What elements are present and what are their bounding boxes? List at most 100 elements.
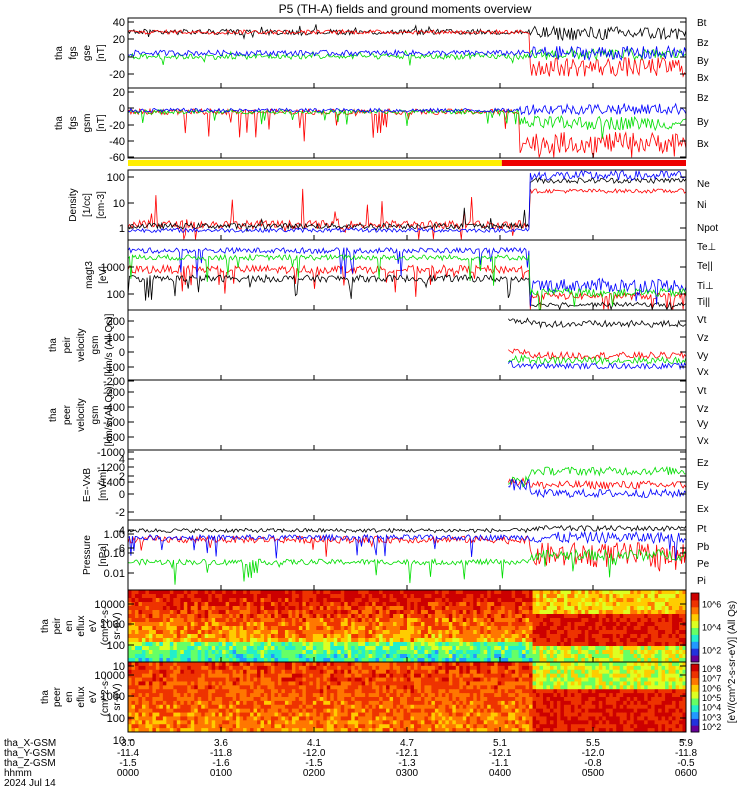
- heatmap-cell: [361, 626, 366, 631]
- heatmap-cell: [340, 646, 345, 651]
- heatmap-cell: [128, 716, 132, 721]
- heatmap-cell: [609, 618, 614, 623]
- heatmap-cell: [438, 590, 443, 595]
- heatmap-cell: [459, 724, 464, 729]
- heatmap-cell: [264, 665, 268, 671]
- heatmap-cell: [180, 693, 185, 698]
- heatmap-cell: [128, 598, 132, 603]
- heatmap-cell: [595, 626, 600, 631]
- heatmap-cell: [469, 677, 474, 682]
- heatmap-cell: [323, 626, 328, 631]
- heatmap-cell: [400, 606, 404, 611]
- heatmap-cell: [462, 716, 467, 721]
- heatmap-cell: [288, 650, 293, 655]
- heatmap-cell: [532, 622, 537, 627]
- heatmap-cell: [264, 700, 268, 706]
- heatmap-cell: [424, 622, 429, 627]
- heatmap-cell: [403, 689, 408, 694]
- heatmap-cell: [508, 724, 513, 729]
- heatmap-cell: [316, 685, 321, 690]
- heatmap-cell: [609, 606, 614, 611]
- heatmap-cell: [211, 700, 216, 706]
- heatmap-cell: [598, 642, 603, 647]
- heatmap-cell: [194, 708, 199, 713]
- heatmap-cell: [312, 685, 317, 690]
- heatmap-cell: [323, 634, 328, 639]
- heatmap-cell: [253, 724, 258, 729]
- heatmap-cell: [305, 650, 310, 655]
- heatmap-cell: [368, 716, 373, 721]
- heatmap-cell: [208, 712, 213, 717]
- heatmap-cell: [246, 685, 251, 690]
- heatmap-cell: [148, 685, 153, 690]
- heatmap-cell: [543, 598, 547, 603]
- heatmap-cell: [494, 693, 499, 698]
- heatmap-cell: [543, 654, 547, 659]
- heatmap-cell: [459, 614, 464, 619]
- heatmap-cell: [605, 610, 610, 615]
- heatmap-cell: [637, 598, 642, 603]
- heatmap-cell: [476, 618, 481, 623]
- heatmap-cell: [166, 638, 171, 643]
- heatmap-cell: [239, 728, 244, 733]
- heatmap-cell: [319, 677, 324, 682]
- heatmap-cell: [529, 716, 533, 721]
- heatmap-cell: [344, 697, 349, 702]
- heatmap-cell: [469, 665, 474, 671]
- heatmap-cell: [267, 712, 272, 717]
- heatmap-cell: [225, 700, 230, 706]
- heatmap-cell: [626, 658, 631, 663]
- heatmap-cell: [389, 720, 394, 725]
- heatmap-cell: [400, 665, 404, 671]
- heatmap-cell: [473, 673, 478, 678]
- heatmap-cell: [312, 681, 317, 686]
- heatmap-cell: [588, 646, 593, 651]
- heatmap-cell: [319, 716, 324, 721]
- heatmap-cell: [508, 685, 513, 690]
- heatmap-cell: [134, 634, 139, 639]
- heatmap-cell: [658, 598, 662, 603]
- heatmap-cell: [180, 716, 185, 721]
- heatmap-cell: [264, 693, 268, 698]
- heatmap-cell: [602, 614, 607, 619]
- heatmap-cell: [441, 654, 446, 659]
- heatmap-cell: [466, 697, 471, 702]
- heatmap-cell: [403, 716, 408, 721]
- heatmap-cell: [162, 626, 167, 631]
- heatmap-cell: [497, 716, 502, 721]
- heatmap-cell: [651, 598, 656, 603]
- heatmap-cell: [379, 618, 383, 623]
- heatmap-cell: [515, 697, 519, 702]
- heatmap-cell: [658, 650, 662, 655]
- heatmap-cell: [284, 634, 289, 639]
- heatmap-cell: [511, 606, 516, 611]
- heatmap-cell: [361, 622, 366, 627]
- heatmap-cell: [654, 634, 659, 639]
- heatmap-cell: [403, 708, 408, 713]
- heatmap-cell: [222, 704, 227, 710]
- heatmap-cell: [515, 606, 519, 611]
- heatmap-cell: [525, 622, 530, 627]
- heatmap-cell: [305, 673, 310, 678]
- heatmap-cell: [183, 606, 188, 611]
- heatmap-cell: [434, 642, 439, 647]
- heatmap-cell: [302, 658, 307, 663]
- heatmap-cell: [619, 634, 624, 639]
- heatmap-cell: [375, 626, 380, 631]
- heatmap-cell: [316, 638, 321, 643]
- heatmap-cell: [469, 614, 474, 619]
- heatmap-cell: [438, 685, 443, 690]
- heatmap-cell: [515, 594, 519, 599]
- heatmap-cell: [605, 598, 610, 603]
- heatmap-cell: [243, 685, 247, 690]
- heatmap-cell: [260, 728, 265, 733]
- heatmap-cell: [420, 618, 425, 623]
- heatmap-cell: [298, 677, 303, 682]
- heatmap-cell: [187, 665, 192, 671]
- heatmap-cell: [128, 634, 132, 639]
- heatmap-cell: [319, 606, 324, 611]
- heatmap-cell: [476, 689, 481, 694]
- heatmap-cell: [246, 673, 251, 678]
- heatmap-cell: [211, 716, 216, 721]
- heatmap-cell: [515, 673, 519, 678]
